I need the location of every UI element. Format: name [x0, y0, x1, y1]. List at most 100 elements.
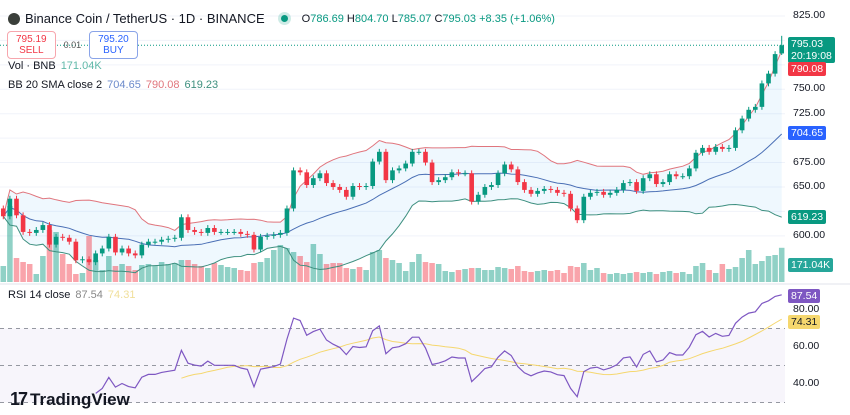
- volume-bar: [132, 270, 139, 282]
- volume-bar: [112, 266, 119, 282]
- candle-body: [568, 193, 573, 209]
- volume-bar: [409, 262, 416, 282]
- candle-body: [80, 259, 85, 261]
- bnb-logo-icon: [8, 12, 20, 25]
- candle-body: [660, 182, 666, 185]
- candle-body: [60, 236, 65, 238]
- candle-body: [47, 225, 52, 245]
- volume-bar: [40, 256, 46, 282]
- candle-body: [515, 169, 521, 183]
- candle-body: [86, 259, 92, 263]
- candle-body: [436, 180, 441, 183]
- candle-body: [423, 151, 428, 163]
- candle-body: [278, 232, 283, 235]
- tradingview-logo[interactable]: 17 TradingView: [10, 389, 130, 409]
- sell-button[interactable]: 795.19 SELL: [7, 31, 56, 59]
- candle-body: [647, 174, 653, 179]
- volume-bar: [508, 269, 515, 282]
- volume-bar: [416, 254, 422, 282]
- volume-bar: [548, 271, 554, 282]
- rsi-tick-label: 80.00: [793, 303, 820, 315]
- volume-bar: [455, 270, 462, 282]
- price-tick-label: 725.00: [793, 106, 826, 119]
- volume-bar: [534, 271, 541, 282]
- candle-body: [185, 217, 191, 230]
- candle-body: [409, 151, 415, 164]
- volume-bar: [574, 267, 580, 282]
- volume-bar: [627, 273, 633, 282]
- candle-body: [508, 164, 514, 170]
- bb-upper-tag: 790.08: [788, 62, 827, 76]
- candle-body: [548, 188, 554, 190]
- tradingview-logo-icon: 17: [10, 389, 28, 409]
- volume-bar: [699, 263, 706, 282]
- volume-bar: [488, 270, 495, 282]
- last-price-tag: 795.03 20:19:08: [788, 37, 835, 63]
- candle-body: [574, 208, 580, 221]
- volume-bar: [686, 274, 693, 282]
- candle-body: [324, 173, 329, 184]
- candle-body: [555, 189, 560, 193]
- volume-bar: [765, 256, 772, 282]
- candle-body: [357, 185, 362, 187]
- candle-body: [396, 168, 402, 171]
- volume-bar: [581, 263, 587, 282]
- candle-body: [739, 118, 745, 131]
- candle-body: [766, 73, 771, 84]
- volume-bar: [726, 269, 732, 282]
- volume-bar: [739, 258, 745, 282]
- candle-body: [132, 253, 138, 256]
- volume-bar: [435, 264, 442, 282]
- volume-bar: [653, 274, 660, 282]
- candle-body: [93, 253, 98, 263]
- volume-bar: [646, 272, 653, 282]
- price-tick-label: 825.00: [793, 9, 826, 21]
- candle-body: [416, 151, 422, 153]
- volume-bar: [270, 250, 277, 282]
- candle-body: [462, 173, 468, 175]
- volume-bar: [330, 263, 336, 282]
- volume-bar: [389, 260, 396, 282]
- volume-legend[interactable]: Vol · BNB 171.04K: [8, 60, 102, 72]
- candle-body: [159, 239, 164, 242]
- volume-bar: [732, 267, 739, 282]
- candle-body: [291, 170, 296, 209]
- candle-body: [706, 147, 712, 152]
- symbol-title[interactable]: Binance Coin / TetherUS · 1D · BINANCE: [25, 11, 265, 26]
- bb-basis-line: [2, 133, 783, 248]
- candle-body: [667, 174, 672, 183]
- volume-bar: [778, 247, 785, 282]
- bb-legend[interactable]: BB 20 SMA close 2 704.65 790.08 619.23: [8, 79, 219, 91]
- volume-bar: [679, 272, 686, 282]
- spread: 0.01: [63, 40, 82, 50]
- buy-button[interactable]: 795.20 BUY: [89, 31, 138, 59]
- volume-bar: [567, 266, 574, 282]
- volume-bar: [125, 266, 132, 282]
- bb-lower-tag: 619.23: [788, 210, 827, 224]
- volume-bar: [277, 245, 284, 282]
- candle-body: [106, 236, 112, 249]
- candle-body: [634, 182, 639, 191]
- candle-body: [502, 164, 507, 174]
- candle-body: [383, 151, 389, 181]
- volume-bar: [152, 266, 158, 282]
- candle-body: [746, 109, 752, 119]
- volume-bar: [495, 267, 501, 282]
- candle-body: [119, 248, 125, 253]
- rsi-legend[interactable]: RSI 14 close 87.54 74.31: [8, 289, 136, 301]
- volume-bar: [53, 232, 59, 282]
- candle-body: [700, 147, 705, 153]
- candle-body: [541, 188, 547, 191]
- volume-bar: [660, 272, 666, 282]
- volume-bar: [772, 255, 778, 282]
- candle-body: [693, 152, 699, 169]
- candle-body: [179, 217, 184, 238]
- candle-body: [172, 237, 178, 239]
- volume-bar: [73, 274, 79, 282]
- volume-bar: [554, 270, 561, 282]
- volume-bar: [521, 271, 528, 282]
- candle-body: [245, 233, 250, 235]
- volume-bar: [666, 271, 673, 282]
- candle-body: [429, 162, 435, 183]
